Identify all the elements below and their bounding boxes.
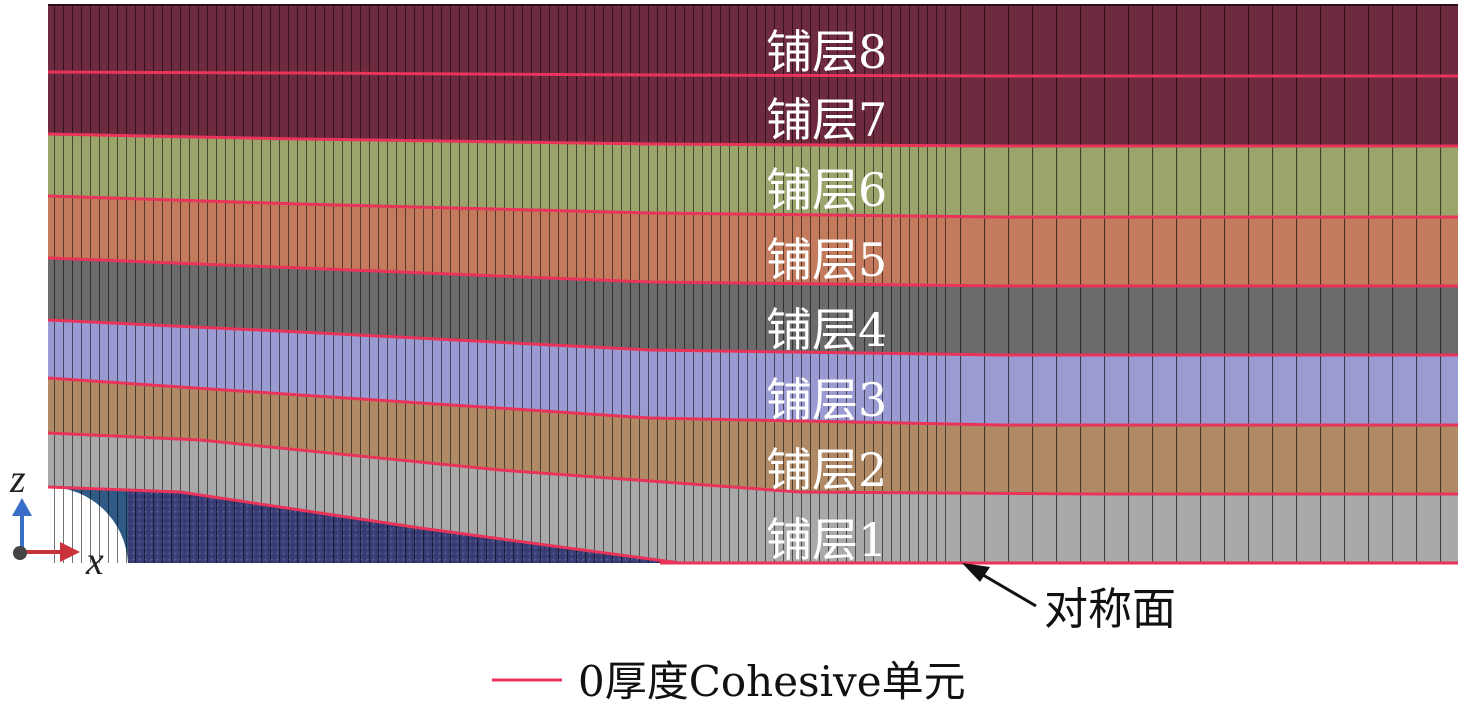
ply-3-mesh-coarse [948,423,1458,494]
ply-2-mesh-fine [48,433,948,563]
ply-label-1: 铺层1 [766,513,887,567]
legend: 0厚度Cohesive单元 [492,657,966,706]
symmetry-arrowhead [962,563,990,582]
cohesive-interface-7 [47,132,1458,148]
symmetry-annotation: 对称面 [962,563,1176,635]
cohesive-interfaces [47,4,1458,565]
symmetry-arrow [977,570,1037,608]
ply-5-mesh-coarse [948,285,1458,355]
ply-label-8: 铺层8 [766,25,887,79]
ply-label-6: 铺层6 [766,163,887,217]
z-axis-label: z [9,456,26,501]
axis-triad: z x [9,456,104,583]
axis-origin [13,546,27,560]
ply-6-mesh-fine [48,196,948,286]
ply-label-3: 铺层3 [766,373,887,427]
ply-7-mesh-coarse [948,145,1458,217]
cohesive-interface-3 [47,376,1458,427]
mesh-overlay [48,5,1458,563]
cohesive-interface-4 [47,318,1458,357]
ply-7-mesh-fine [48,134,948,217]
x-axis-label: x [85,538,104,583]
legend-label: 0厚度Cohesive单元 [578,657,966,706]
cohesive-interface-5 [47,256,1458,288]
x-arrowhead [60,542,80,562]
ply-4-mesh-coarse [948,354,1458,425]
symmetry-plane-label: 对称面 [1044,584,1176,635]
cohesive-interface-8 [47,70,1458,78]
ply-label-4: 铺层4 [766,303,887,357]
ply-4-mesh-fine [48,320,948,424]
ply-6-mesh-coarse [948,216,1458,286]
ply-label-7: 铺层7 [766,93,887,147]
ply-labels: 铺层1 铺层2 铺层3 铺层4 铺层5 铺层6 铺层7 铺层8 [766,25,887,567]
ply-label-5: 铺层5 [766,233,887,287]
ply-2-mesh-coarse [948,492,1458,563]
cohesive-interface-2 [47,431,1458,496]
ply-label-2: 铺层2 [766,443,887,497]
ply-3-mesh-fine [48,378,948,493]
z-arrowhead [12,498,32,516]
cohesive-interface-6 [47,194,1458,219]
